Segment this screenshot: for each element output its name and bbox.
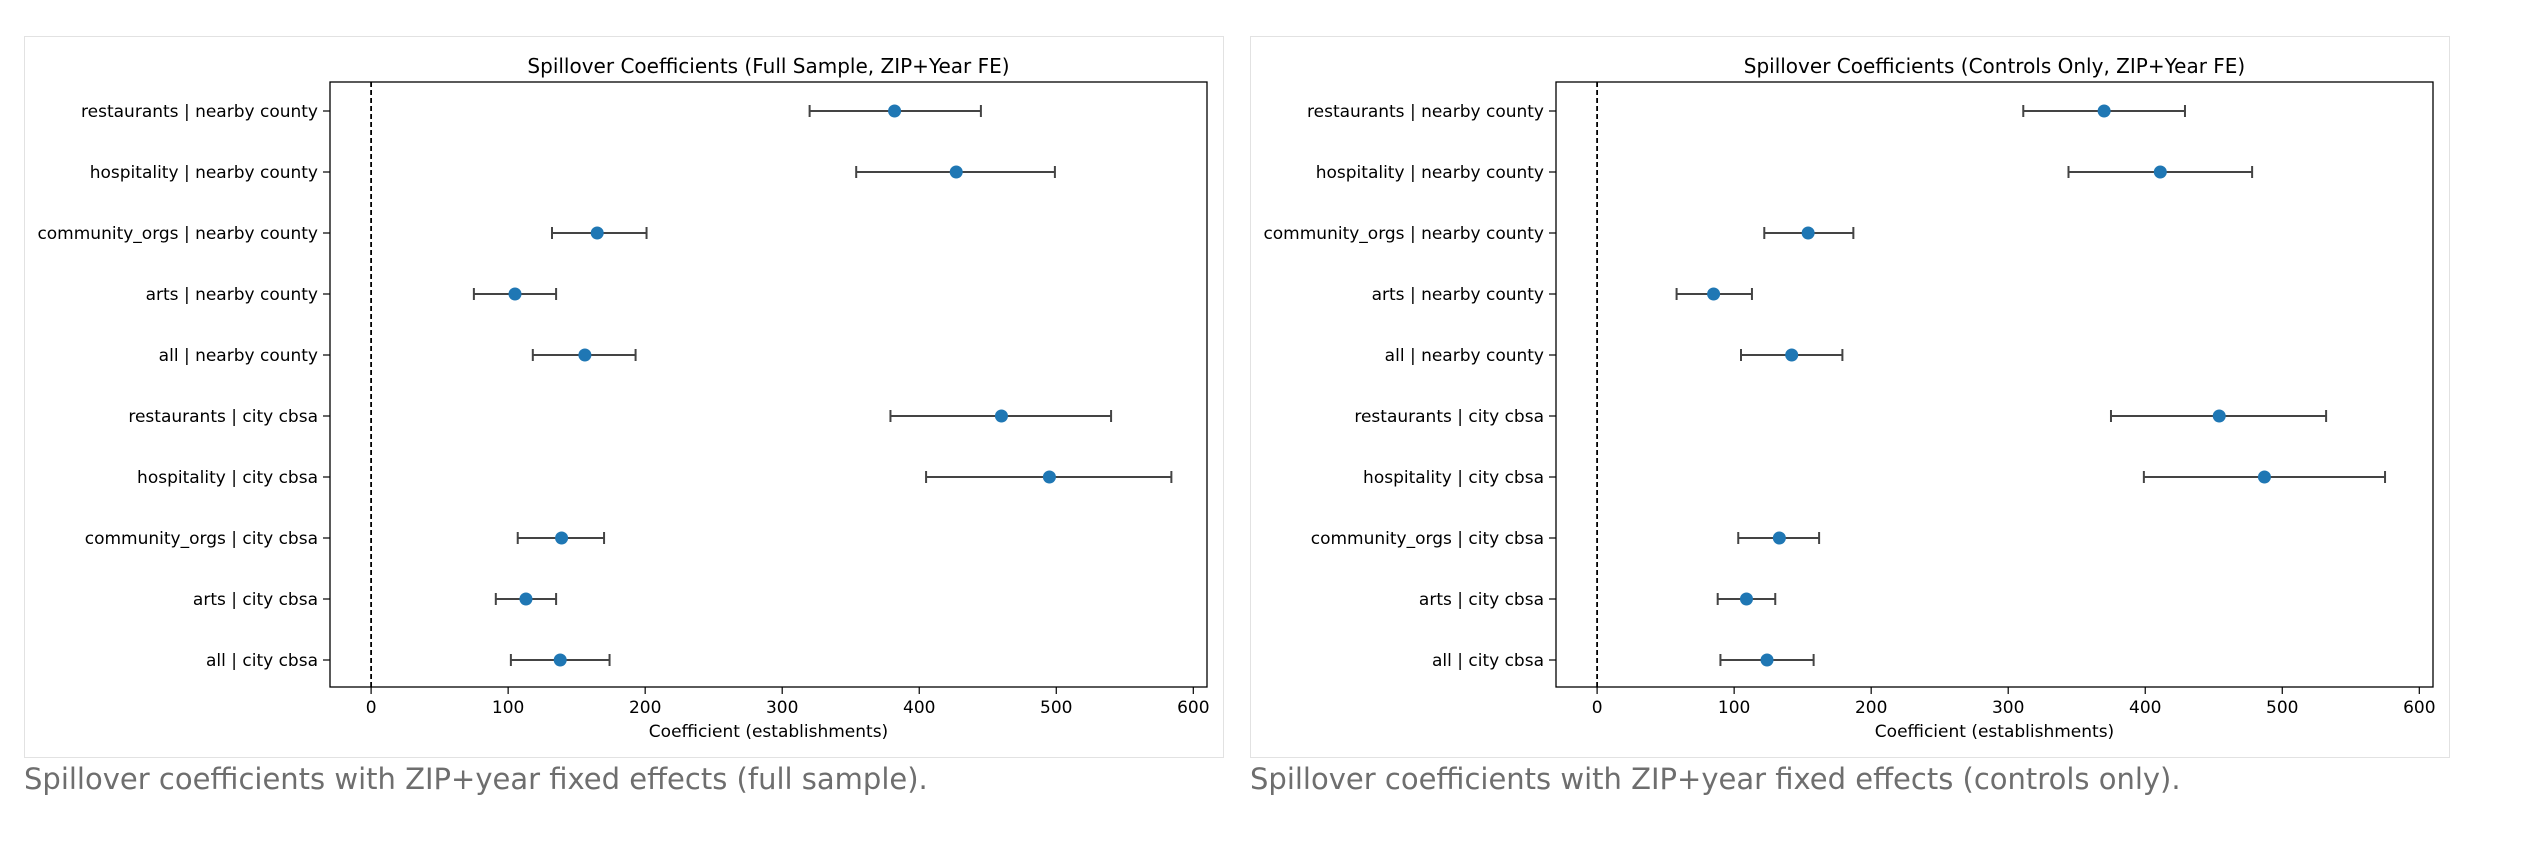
y-tick-label: restaurants | nearby county [1307,102,1544,122]
y-tick-label: hospitality | nearby county [90,163,318,183]
y-tick-label: restaurants | nearby county [81,102,318,122]
point-estimate [553,653,567,667]
axes-frame [329,81,1208,688]
point-estimate [1707,287,1721,301]
point-estimate [1785,348,1799,362]
point-estimate [2212,409,2226,423]
point-estimate [994,409,1008,423]
chart-panel-controls-only: Spillover Coefficients (Controls Only, Z… [1250,0,2450,800]
x-tick-label: 400 [2129,698,2161,718]
point-estimate [1760,653,1774,667]
y-tick-label: restaurants | city cbsa [1354,407,1544,427]
y-tick-label: arts | city cbsa [1419,590,1544,610]
point-estimate [2257,470,2271,484]
point-estimate [578,348,592,362]
x-tick-label: 300 [1992,698,2024,718]
point-estimate [1801,226,1815,240]
point-estimate [555,531,569,545]
y-tick-label: community_orgs | nearby county [1263,224,1544,244]
x-tick-label: 600 [1177,698,1209,718]
x-tick-label: 200 [629,698,661,718]
point-estimate [888,104,902,118]
coefficient-plot-full-sample: Spillover Coefficients (Full Sample, ZIP… [37,54,1209,742]
x-tick-label: 0 [366,698,377,718]
x-tick-label: 100 [492,698,524,718]
chart-panel-full-sample: Spillover Coefficients (Full Sample, ZIP… [24,0,1224,800]
x-tick-label: 600 [2403,698,2435,718]
y-tick-label: community_orgs | city cbsa [85,529,318,549]
x-axis-label: Coefficient (establishments) [649,722,888,742]
x-tick-label: 500 [1040,698,1072,718]
point-estimate [519,592,533,606]
y-tick-label: arts | nearby county [146,285,318,305]
figure-frame [1250,36,2450,758]
point-estimate [1772,531,1786,545]
point-estimate [1042,470,1056,484]
figure-caption: Spillover coefficients with ZIP+year fix… [1250,762,2181,796]
axes-frame [1555,81,2434,688]
y-tick-label: community_orgs | nearby county [37,224,318,244]
x-tick-label: 300 [766,698,798,718]
point-estimate [2097,104,2111,118]
y-tick-label: hospitality | nearby county [1316,163,1544,183]
figure-frame [24,36,1224,758]
y-tick-label: community_orgs | city cbsa [1311,529,1544,549]
point-estimate [2153,165,2167,179]
x-axis-label: Coefficient (establishments) [1875,722,2114,742]
x-tick-label: 100 [1718,698,1750,718]
point-estimate [1739,592,1753,606]
point-estimate [949,165,963,179]
point-estimate [590,226,604,240]
x-tick-label: 0 [1592,698,1603,718]
y-tick-label: arts | city cbsa [193,590,318,610]
y-tick-label: all | nearby county [1385,346,1544,366]
chart-title: Spillover Coefficients (Full Sample, ZIP… [527,54,1009,78]
y-tick-label: all | nearby county [159,346,318,366]
x-tick-label: 200 [1855,698,1887,718]
y-tick-label: all | city cbsa [206,651,318,671]
y-tick-label: arts | nearby county [1372,285,1544,305]
y-tick-label: hospitality | city cbsa [1363,468,1544,488]
chart-title: Spillover Coefficients (Controls Only, Z… [1744,54,2245,78]
y-tick-label: restaurants | city cbsa [128,407,318,427]
point-estimate [508,287,522,301]
y-tick-label: all | city cbsa [1432,651,1544,671]
x-tick-label: 500 [2266,698,2298,718]
coefficient-plot-controls-only: Spillover Coefficients (Controls Only, Z… [1263,54,2435,742]
x-tick-label: 400 [903,698,935,718]
y-tick-label: hospitality | city cbsa [137,468,318,488]
figure-caption: Spillover coefficients with ZIP+year fix… [24,762,928,796]
